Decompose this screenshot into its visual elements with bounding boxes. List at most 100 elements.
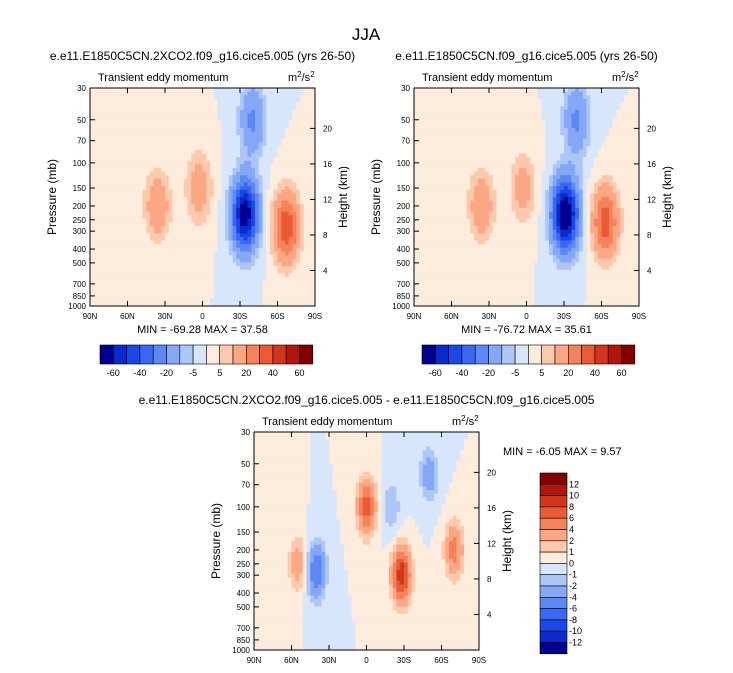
contour-cell — [150, 244, 155, 249]
contour-cell — [251, 113, 256, 118]
contour-cell — [150, 127, 155, 132]
contour-cell — [266, 280, 271, 285]
contour-cell — [537, 157, 542, 162]
contour-cell — [255, 146, 260, 151]
contour-cell — [474, 98, 479, 103]
contour-cell — [221, 113, 226, 118]
contour-cell — [444, 135, 449, 140]
contour-cell — [285, 120, 290, 125]
contour-cell — [292, 178, 297, 183]
contour-cell — [631, 102, 636, 107]
contour-cell — [624, 106, 629, 111]
contour-cell — [288, 233, 293, 238]
contour-cell — [560, 160, 565, 165]
contour-cell — [240, 247, 245, 252]
contour-cell — [101, 211, 106, 216]
contour-cell — [255, 273, 260, 278]
contour-cell — [93, 182, 98, 187]
contour-cell — [183, 226, 188, 231]
contour-cell — [522, 91, 527, 96]
contour-cell — [594, 124, 599, 129]
contour-cell — [153, 244, 158, 249]
contour-cell — [225, 167, 230, 172]
contour-cell — [135, 117, 140, 122]
contour-cell — [183, 229, 188, 234]
contour-cell — [243, 302, 248, 307]
contour-cell — [176, 146, 181, 151]
contour-cell — [277, 171, 282, 176]
contour-cell — [620, 157, 625, 162]
contour-cell — [303, 266, 308, 271]
contour-cell — [281, 200, 286, 205]
contour-cell — [492, 131, 497, 136]
contour-cell — [221, 146, 226, 151]
contour-cell — [176, 131, 181, 136]
contour-cell — [455, 106, 460, 111]
contour-cell — [266, 109, 271, 114]
contour-cell — [112, 182, 117, 187]
contour-cell — [142, 266, 147, 271]
contour-cell — [105, 255, 110, 260]
contour-cell — [288, 269, 293, 274]
contour-cell — [131, 131, 136, 136]
contour-cell — [108, 138, 113, 143]
contour-cell — [489, 160, 494, 165]
contour-cell — [195, 273, 200, 278]
contour-cell — [292, 160, 297, 165]
y-tick-label: 150 — [73, 184, 87, 193]
contour-cell — [273, 229, 278, 234]
contour-cell — [228, 284, 233, 289]
contour-cell — [627, 153, 632, 158]
contour-cell — [135, 197, 140, 201]
contour-cell — [474, 124, 479, 129]
contour-cell — [161, 240, 166, 245]
contour-cell — [138, 142, 143, 147]
contour-cell — [228, 229, 233, 234]
contour-cell — [522, 102, 527, 107]
contour-cell — [198, 189, 203, 194]
contour-cell — [560, 106, 565, 111]
contour-cell — [146, 200, 151, 205]
contour-cell — [466, 102, 471, 107]
contour-cell — [131, 222, 136, 227]
contour-cell — [575, 138, 580, 143]
contour-cell — [466, 91, 471, 96]
contour-cell — [236, 258, 241, 263]
contour-cell — [187, 295, 192, 300]
contour-cell — [165, 298, 170, 303]
contour-cell — [232, 102, 237, 107]
contour-cell — [150, 200, 155, 205]
contour-cell — [176, 91, 181, 96]
contour-cell — [590, 160, 595, 165]
contour-cell — [165, 276, 170, 281]
contour-cell — [266, 120, 271, 125]
contour-cell — [198, 269, 203, 274]
contour-cell — [311, 276, 316, 281]
contour-cell — [277, 135, 282, 140]
contour-cell — [451, 113, 456, 118]
contour-cell — [183, 298, 188, 303]
contour-cell — [270, 102, 275, 107]
contour-cell — [210, 280, 215, 285]
contour-cell — [511, 149, 516, 154]
contour-cell — [296, 295, 301, 300]
contour-cell — [225, 266, 230, 271]
contour-cell — [609, 160, 614, 165]
contour-cell — [161, 135, 166, 140]
contour-cell — [489, 120, 494, 125]
contour-cell — [176, 291, 181, 296]
contour-cell — [142, 186, 147, 191]
contour-cell — [232, 117, 237, 122]
contour-cell — [168, 164, 173, 169]
contour-cell — [296, 138, 301, 143]
contour-cell — [417, 124, 422, 129]
contour-cell — [180, 197, 185, 201]
contour-cell — [101, 146, 106, 151]
contour-cell — [116, 186, 121, 191]
contour-cell — [477, 124, 482, 129]
contour-cell — [202, 251, 207, 256]
contour-cell — [195, 266, 200, 271]
contour-cell — [247, 138, 252, 143]
contour-cell — [108, 269, 113, 274]
contour-cell — [108, 106, 113, 111]
